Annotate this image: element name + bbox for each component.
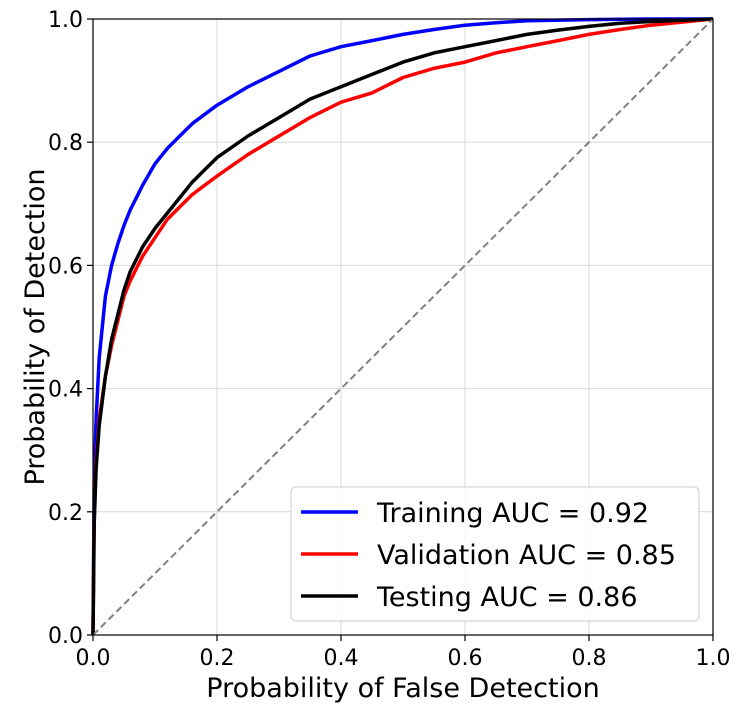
y-axis-title: Probability of Detection xyxy=(20,168,51,485)
y-tick-label: 0.8 xyxy=(48,131,83,156)
x-tick-label: 0.8 xyxy=(572,646,607,671)
axis-ticks: 0.0 0.2 0.4 0.6 0.8 1.0 0.0 0.2 0.4 0.6 0.8 1.0 xyxy=(48,8,731,671)
y-tick-label: 0.6 xyxy=(48,254,83,279)
legend-label: Validation AUC = 0.85 xyxy=(377,540,676,571)
y-tick-label: 0.0 xyxy=(48,624,83,649)
x-axis-title: Probability of False Detection xyxy=(206,673,599,704)
x-tick-label: 0.0 xyxy=(76,646,111,671)
series-line-2 xyxy=(91,17,714,636)
x-tick-label: 0.2 xyxy=(200,646,235,671)
legend-box xyxy=(290,486,700,622)
plot-frame xyxy=(92,18,714,636)
x-tick-label: 1.0 xyxy=(696,646,731,671)
series-lines xyxy=(91,17,714,636)
legend-label: Training AUC = 0.92 xyxy=(376,498,649,529)
y-tick-label: 0.4 xyxy=(48,378,83,403)
legend: Training AUC = 0.92 Validation AUC = 0.85… xyxy=(290,486,700,622)
y-tick-label: 0.2 xyxy=(48,501,83,526)
series-line-0 xyxy=(91,17,713,636)
x-tick-label: 0.6 xyxy=(448,646,483,671)
y-tick-label: 1.0 xyxy=(48,8,83,33)
diagonal-reference-line xyxy=(92,18,714,636)
legend-label: Testing AUC = 0.86 xyxy=(376,582,638,613)
x-tick-label: 0.4 xyxy=(324,646,359,671)
